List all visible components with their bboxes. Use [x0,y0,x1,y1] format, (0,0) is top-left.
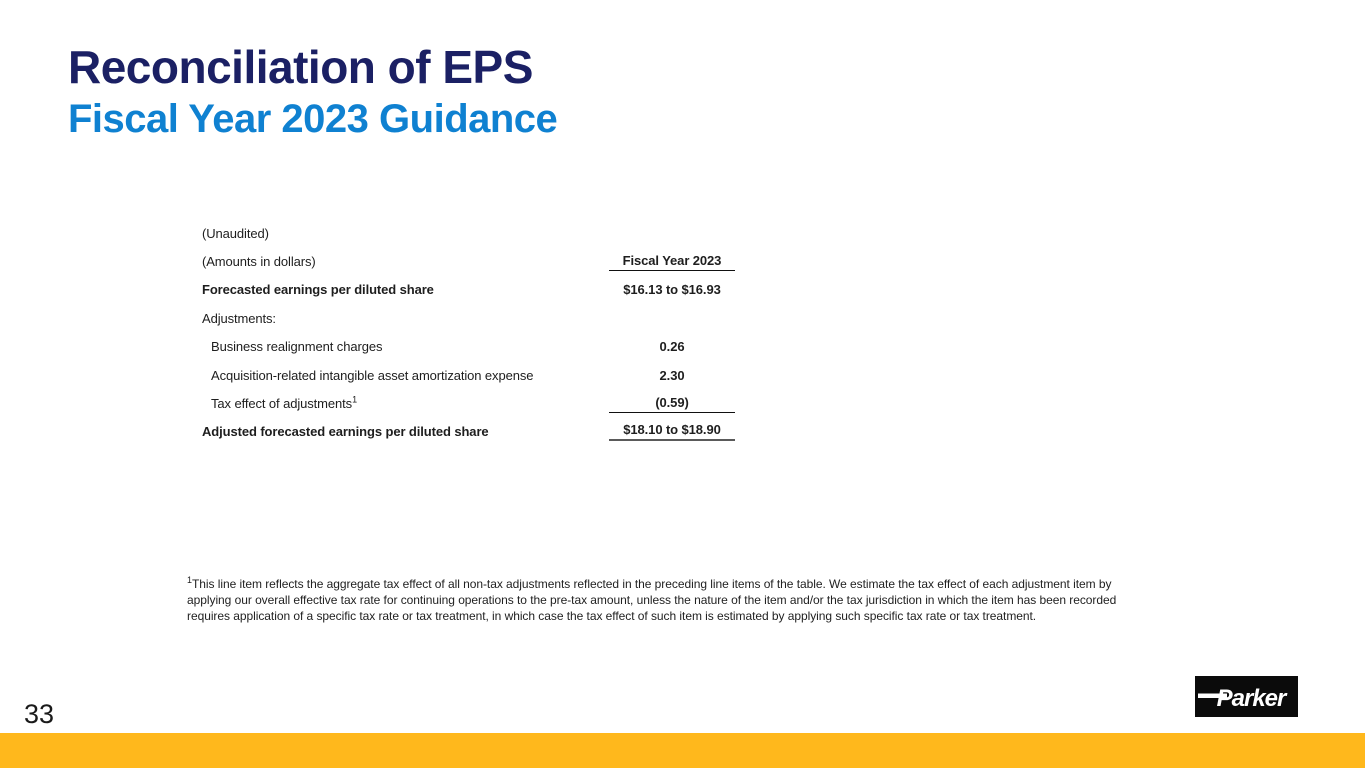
row-value: $18.10 to $18.90 [609,422,735,442]
parker-logo-image: Parker [1195,676,1298,717]
footnote-marker: 1 [187,575,192,585]
row-value: 2.30 [659,367,685,383]
slide-header: Reconciliation of EPS Fiscal Year 2023 G… [68,41,558,141]
unaudited-note: (Unaudited) [202,225,269,241]
row-value: 0.26 [659,339,685,355]
row-label: Forecasted earnings per diluted share [202,282,434,298]
footnote: 1This line item reflects the aggregate t… [187,576,1150,625]
slide-subtitle: Fiscal Year 2023 Guidance [68,96,558,141]
page-number: 33 [24,699,55,729]
column-header: Fiscal Year 2023 [609,253,735,271]
row-label: Adjustments: [202,310,276,326]
table-row: Business realignment charges 0.26 [202,333,738,361]
slide-title: Reconciliation of EPS [68,41,533,93]
row-value: (0.59) [609,395,735,413]
footer-accent-bar [0,733,1365,768]
parker-logo: Parker [1195,676,1298,717]
eps-reconciliation-table: (Unaudited) (Amounts in dollars) Fiscal … [202,219,738,446]
table-row: Adjustments: [202,304,738,332]
table-row: Tax effect of adjustments1 (0.59) [202,389,738,417]
table-row: (Amounts in dollars) Fiscal Year 2023 [202,247,738,275]
row-label-text: Tax effect of adjustments [211,396,353,412]
table-row: (Unaudited) [202,219,738,247]
table-row: Adjusted forecasted earnings per diluted… [202,418,738,446]
row-label: Business realignment charges [211,339,383,355]
footnote-text: This line item reflects the aggregate ta… [187,577,1117,624]
row-label: Adjusted forecasted earnings per diluted… [202,424,489,440]
row-label: Acquisition-related intangible asset amo… [211,367,534,383]
table-row: Forecasted earnings per diluted share $1… [202,276,738,304]
footnote-marker: 1 [352,394,357,405]
row-value: $16.13 to $16.93 [623,282,721,298]
row-label: Tax effect of adjustments1 [202,394,609,412]
amounts-note: (Amounts in dollars) [202,254,316,270]
table-row: Acquisition-related intangible asset amo… [202,361,738,389]
parker-logo-text: Parker [1217,685,1288,712]
